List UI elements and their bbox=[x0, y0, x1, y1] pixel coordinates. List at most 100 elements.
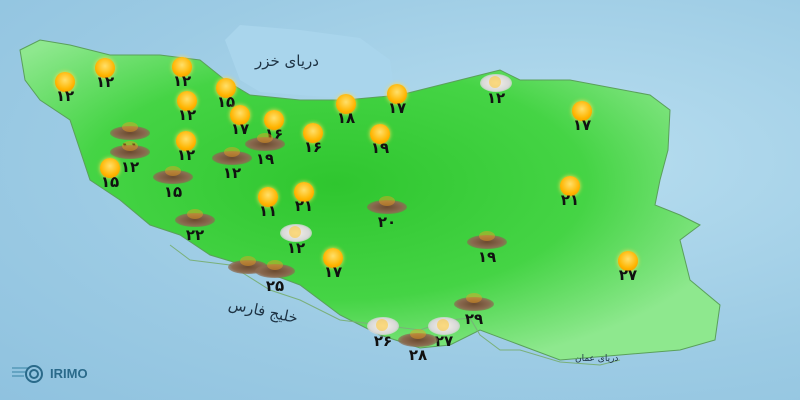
sun-icon bbox=[172, 57, 192, 77]
temperature-label: ۲۶ bbox=[373, 332, 393, 350]
station-marker: ۱۷ bbox=[562, 101, 602, 135]
dust-icon bbox=[398, 329, 438, 347]
temperature-label: ۱۲ bbox=[55, 87, 75, 105]
station-marker: ۲۶ bbox=[363, 317, 403, 351]
irimo-swirl-icon bbox=[12, 365, 43, 383]
station-marker: ۱۹ bbox=[467, 231, 507, 267]
station-marker: ۱۲ bbox=[166, 131, 206, 165]
sun-icon bbox=[100, 158, 120, 178]
partly-cloudy-icon bbox=[280, 224, 312, 242]
station-marker: ۱۹ bbox=[360, 124, 400, 158]
temperature-label: ۱۸ bbox=[336, 109, 356, 127]
sun-icon bbox=[230, 105, 250, 125]
temperature-label: ۱۲ bbox=[177, 106, 197, 124]
temperature-label: ۱۵ bbox=[216, 93, 236, 111]
dust-icon bbox=[110, 141, 150, 159]
temperature-label: ۱۲ bbox=[286, 239, 306, 257]
temperature-label: ۱۷ bbox=[387, 99, 407, 117]
station-marker: ۲۵ bbox=[255, 260, 295, 296]
sun-icon bbox=[387, 84, 407, 104]
station-marker: ۱۲ bbox=[45, 72, 85, 106]
station-marker: ۱۲ bbox=[167, 91, 207, 125]
station-marker: ۲۸ bbox=[398, 329, 438, 365]
station-marker: ۱۸ bbox=[326, 94, 366, 128]
oman-sea-label: دریای عمان bbox=[575, 354, 619, 364]
dust-icon bbox=[245, 133, 285, 151]
temperature-label: ۲۲ bbox=[185, 226, 205, 244]
sun-icon bbox=[370, 124, 390, 144]
temperature-label: ۲۱ bbox=[294, 197, 314, 215]
station-marker: ۲۰ bbox=[367, 196, 407, 232]
caspian-sea bbox=[225, 25, 395, 100]
sun-icon bbox=[618, 251, 638, 271]
temperature-label: ۱۷ bbox=[323, 263, 343, 281]
station-marker: ۲۲ bbox=[175, 209, 215, 245]
temperature-label: ۱۲ bbox=[486, 89, 506, 107]
dust-icon bbox=[175, 209, 215, 227]
sun-icon bbox=[55, 72, 75, 92]
sun-icon bbox=[336, 94, 356, 114]
sun-icon bbox=[258, 187, 278, 207]
station-marker: ۱۲ bbox=[212, 147, 252, 183]
sun-icon bbox=[303, 123, 323, 143]
sun-icon bbox=[216, 78, 236, 98]
temperature-label: ۱۹ bbox=[255, 150, 275, 168]
temperature-label: ۱۲ bbox=[176, 146, 196, 164]
station-marker: ۱۲ bbox=[162, 57, 202, 91]
station-marker: ۱۲ bbox=[85, 58, 125, 92]
temperature-label: ۲۹ bbox=[464, 310, 484, 328]
dust-icon bbox=[367, 196, 407, 214]
station-marker: ۱۵ bbox=[90, 158, 130, 192]
temperature-label: ۲۷ bbox=[434, 332, 454, 350]
iran-land bbox=[19, 39, 721, 361]
temperature-label: ۲۰ bbox=[377, 213, 397, 231]
station-marker: ۱۱ bbox=[248, 187, 288, 221]
temperature-label: ۱۲ bbox=[120, 158, 140, 176]
station-marker: ۲۹ bbox=[454, 293, 494, 329]
sun-icon bbox=[572, 101, 592, 121]
temperature-label: ۲۵ bbox=[265, 277, 285, 295]
logo-text: IRIMO bbox=[50, 365, 88, 381]
station-marker: ۲۷ bbox=[424, 317, 464, 351]
station-marker: ۲۱ bbox=[550, 176, 590, 210]
temperature-label: ۱۷ bbox=[230, 120, 250, 138]
station-marker: ۱۲ bbox=[110, 141, 150, 177]
temperature-label: ۱۵ bbox=[100, 173, 120, 191]
sun-icon bbox=[560, 176, 580, 196]
irimo-logo: IRIMO bbox=[10, 362, 88, 384]
station-marker: ۱۵ bbox=[153, 166, 193, 202]
sun-icon bbox=[294, 182, 314, 202]
dust-icon bbox=[467, 231, 507, 249]
temperature-label: ۱۵ bbox=[163, 183, 183, 201]
caspian-sea-label: دریای خزر bbox=[255, 52, 319, 70]
station-marker: ۱۹ bbox=[245, 133, 285, 169]
dust-icon bbox=[153, 166, 193, 184]
sun-icon bbox=[95, 58, 115, 78]
temperature-label: ۱۲ bbox=[172, 72, 192, 90]
station-marker: ۱۷ bbox=[313, 248, 353, 282]
temperature-label: ۱۲ bbox=[222, 164, 242, 182]
station-marker: ۱۲ bbox=[276, 224, 316, 258]
partly-cloudy-icon bbox=[428, 317, 460, 335]
temperature-label: ۱۲ bbox=[95, 73, 115, 91]
dust-icon bbox=[212, 147, 252, 165]
temperature-label: ۱۱ bbox=[258, 202, 278, 220]
sun-icon bbox=[264, 110, 284, 130]
station-marker: ۱۲ bbox=[476, 74, 516, 108]
partly-cloudy-icon bbox=[480, 74, 512, 92]
temperature-label: ۱۶ bbox=[303, 138, 323, 156]
temperature-label: ۲۷ bbox=[618, 266, 638, 284]
station-marker: ۱۶ bbox=[293, 123, 333, 157]
temperature-label: ۱۷ bbox=[572, 116, 592, 134]
station-marker: ۱۷ bbox=[220, 105, 260, 139]
dust-icon bbox=[454, 293, 494, 311]
temperature-label: ۱۹ bbox=[477, 248, 497, 266]
station-marker: ۱۷ bbox=[377, 84, 417, 118]
station-marker: ۱۵ bbox=[206, 78, 246, 112]
temperature-label: ۲۱ bbox=[560, 191, 580, 209]
partly-cloudy-icon bbox=[367, 317, 399, 335]
temperature-label: ۲۸ bbox=[408, 346, 428, 364]
sun-icon bbox=[177, 91, 197, 111]
sun-icon bbox=[176, 131, 196, 151]
